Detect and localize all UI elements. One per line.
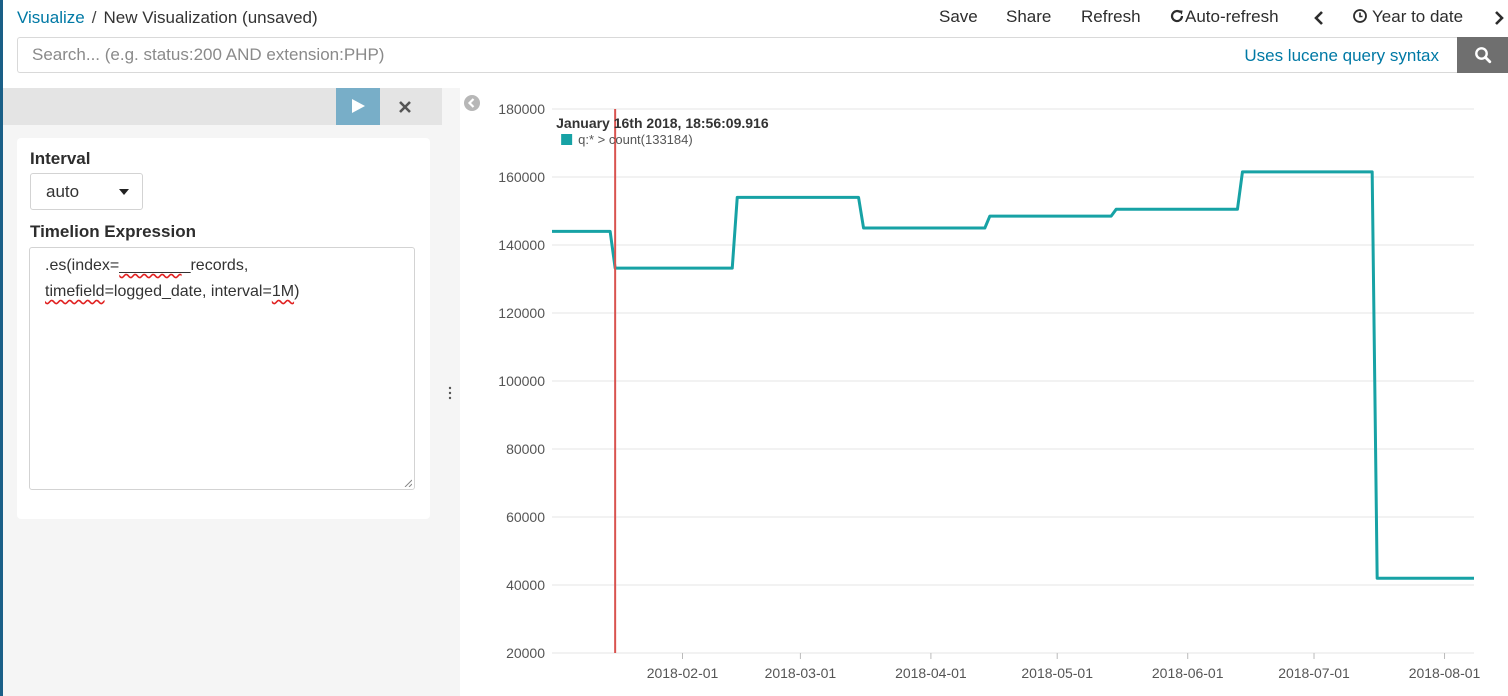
search-box: Uses lucene query syntax <box>17 37 1457 73</box>
page-title: New Visualization (unsaved) <box>103 8 318 27</box>
tooltip-series-text: q:* > count(133184) <box>578 132 693 147</box>
search-button[interactable] <box>1457 37 1508 73</box>
x-tick-label: 2018-06-01 <box>1152 665 1224 681</box>
time-range-label: Year to date <box>1372 7 1464 26</box>
query-bar: Uses lucene query syntax <box>17 37 1508 73</box>
expression-line: timefield=logged_date, interval=1M) <box>30 279 414 305</box>
discard-changes-button[interactable] <box>387 88 423 125</box>
x-tick-label: 2018-02-01 <box>647 665 719 681</box>
play-icon <box>352 99 365 113</box>
save-button[interactable]: Save <box>939 7 978 26</box>
close-icon <box>399 101 411 113</box>
search-icon <box>1475 47 1492 64</box>
refresh-icon <box>1170 9 1184 23</box>
y-tick-label: 100000 <box>498 373 545 389</box>
expr-text: ) <box>294 283 300 300</box>
y-tick-label: 120000 <box>498 305 545 321</box>
expression-label: Timelion Expression <box>30 222 196 241</box>
editor-toolbar <box>3 88 442 125</box>
expr-text-misspelled: 1M <box>271 283 295 300</box>
apply-changes-button[interactable] <box>336 88 380 125</box>
clock-icon <box>1353 9 1367 23</box>
app-nav-edge <box>0 0 3 696</box>
expr-text: _records, <box>181 257 249 274</box>
resize-handle-icon[interactable] <box>404 479 412 487</box>
top-nav: Visualize / New Visualization (unsaved) Sa… <box>3 0 1508 36</box>
y-tick-label: 160000 <box>498 169 545 185</box>
options-panel: Interval auto Timelion Expression .es(in… <box>17 138 430 519</box>
search-input[interactable] <box>32 45 1212 65</box>
chevron-right-icon <box>1495 10 1504 25</box>
expr-text: =logged_date, interval= <box>104 283 272 300</box>
y-tick-label: 20000 <box>506 645 545 661</box>
breadcrumb: Visualize / New Visualization (unsaved) <box>17 8 318 28</box>
time-forward-button[interactable] <box>1493 7 1505 27</box>
editor-sidebar: Interval auto Timelion Expression .es(in… <box>3 88 460 696</box>
x-tick-label: 2018-05-01 <box>1021 665 1093 681</box>
expr-text: .es(index= <box>45 257 120 274</box>
y-tick-label: 80000 <box>506 441 545 457</box>
expr-text-misspelled: _______ <box>119 257 182 274</box>
y-tick-label: 180000 <box>498 101 545 117</box>
time-back-button[interactable] <box>1313 7 1325 27</box>
y-tick-label: 60000 <box>506 509 545 525</box>
x-tick-label: 2018-07-01 <box>1278 665 1350 681</box>
breadcrumb-separator: / <box>91 8 97 27</box>
interval-select[interactable]: auto <box>30 173 143 210</box>
chevron-down-icon <box>119 189 129 195</box>
y-tick-label: 140000 <box>498 237 545 253</box>
series-line <box>552 170 1474 580</box>
share-button[interactable]: Share <box>1006 7 1052 26</box>
interval-label: Interval <box>30 149 91 168</box>
interval-value: auto <box>46 182 80 201</box>
collapse-sidebar-icon[interactable] <box>463 94 481 112</box>
auto-refresh-button[interactable]: Auto-refresh <box>1169 7 1279 27</box>
tooltip-title: January 16th 2018, 18:56:09.916 <box>556 115 769 131</box>
x-tick-label: 2018-04-01 <box>895 665 967 681</box>
y-tick-label: 40000 <box>506 577 545 593</box>
expression-line: .es(index=________records, <box>30 253 414 279</box>
chevron-left-icon <box>1314 10 1323 25</box>
timelion-chart[interactable]: 20000 40000 60000 80000 100000 120000 140000 16… <box>460 88 1508 696</box>
auto-refresh-label: Auto-refresh <box>1185 7 1279 26</box>
x-tick-label: 2018-08-01 <box>1409 665 1481 681</box>
breadcrumb-visualize-link[interactable]: Visualize <box>17 8 85 27</box>
expr-text-misspelled: timefield <box>45 283 105 300</box>
panel-resize-handle[interactable] <box>446 385 454 401</box>
x-tick-label: 2018-03-01 <box>765 665 837 681</box>
legend-swatch <box>561 134 573 145</box>
refresh-button[interactable]: Refresh <box>1081 7 1141 26</box>
time-picker-button[interactable]: Year to date <box>1352 7 1463 27</box>
expression-textarea[interactable]: .es(index=________records, timefield=log… <box>29 247 415 490</box>
lucene-syntax-link[interactable]: Uses lucene query syntax <box>1244 46 1439 65</box>
chart-area: 20000 40000 60000 80000 100000 120000 140000 16… <box>460 88 1508 696</box>
